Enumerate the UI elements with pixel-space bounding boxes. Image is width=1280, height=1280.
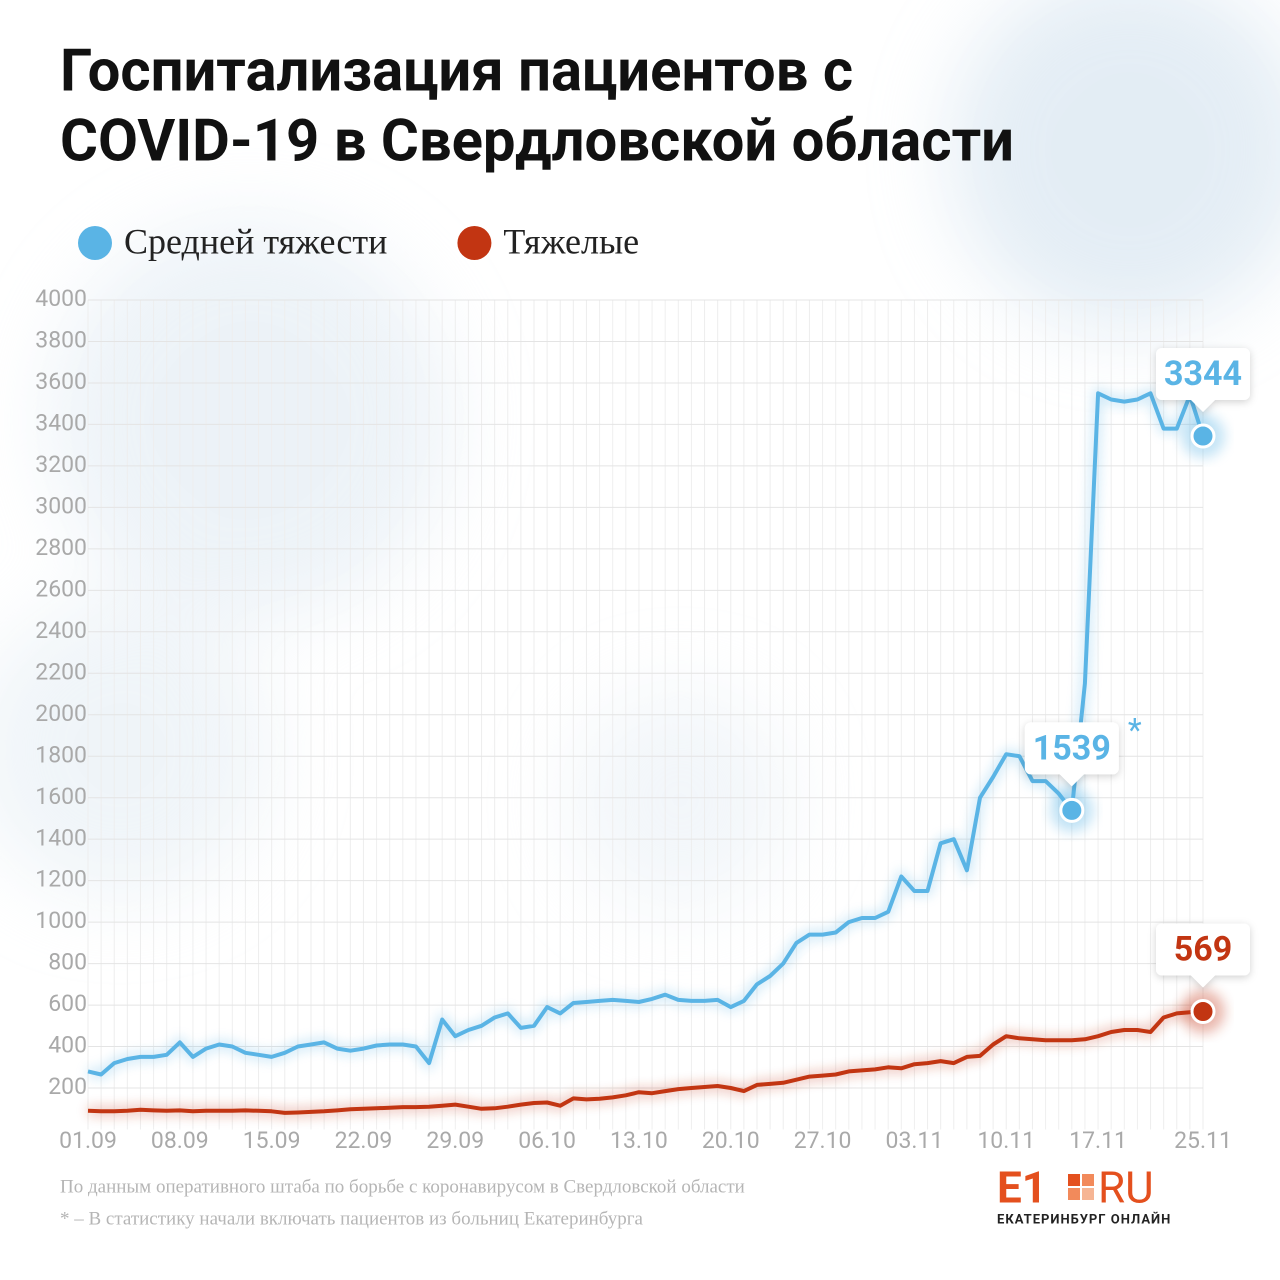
y-tick-label: 200 <box>48 1073 87 1100</box>
x-tick-label: 01.09 <box>59 1127 117 1154</box>
title-line: COVID-19 в Свердловской области <box>60 107 1014 175</box>
y-tick-label: 3600 <box>35 368 87 395</box>
x-tick-label: 29.09 <box>426 1127 484 1154</box>
x-tick-label: 27.10 <box>794 1127 852 1154</box>
y-tick-label: 3000 <box>35 492 87 519</box>
data-label: 1539 <box>1033 728 1111 768</box>
note: * – В статистику начали включать пациент… <box>60 1208 644 1229</box>
legend-swatch <box>78 226 112 260</box>
y-tick-label: 400 <box>48 1032 87 1059</box>
x-tick-label: 17.11 <box>1069 1127 1127 1154</box>
logo-block <box>1082 1188 1094 1200</box>
y-tick-label: 3400 <box>35 410 87 437</box>
x-tick-label: 13.10 <box>610 1127 668 1154</box>
point <box>1059 797 1085 823</box>
callout-box <box>1024 722 1119 787</box>
source: По данным оперативного штаба по борьбе с… <box>60 1176 745 1197</box>
x-tick-label: 25.11 <box>1174 1127 1232 1154</box>
logo-block <box>1068 1188 1080 1200</box>
y-tick-label: 1400 <box>35 824 87 851</box>
callout: 569 <box>1156 923 1250 988</box>
y-tick-label: 2000 <box>35 700 87 727</box>
footnote-marker: * <box>1128 711 1142 749</box>
y-tick-label: 1600 <box>35 783 87 810</box>
legend-label: Средней тяжести <box>124 221 387 261</box>
data-label: 569 <box>1174 929 1233 969</box>
x-tick-label: 20.10 <box>702 1127 760 1154</box>
data-label: 3344 <box>1164 354 1242 394</box>
line-glow <box>87 1007 1204 1117</box>
y-tick-label: 800 <box>48 949 87 976</box>
x-tick-label: 03.11 <box>886 1127 944 1154</box>
title-line: Госпитализация пациентов с <box>60 37 853 105</box>
y-tick-label: 1200 <box>35 866 87 893</box>
logo-main: E1 <box>997 1162 1047 1214</box>
x-tick-label: 08.09 <box>151 1127 209 1154</box>
y-tick-label: 3800 <box>35 327 87 354</box>
logo: E1 RU ЕКАТЕРИНБУРГ ОНЛАЙН <box>997 1162 1171 1228</box>
y-tick-label: 1000 <box>35 907 87 934</box>
callout-box <box>1156 923 1250 988</box>
callout: 3344 <box>1156 348 1250 413</box>
x-tick-label: 10.11 <box>977 1127 1035 1154</box>
y-tick-label: 4000 <box>35 285 87 312</box>
y-tick-label: 3200 <box>35 451 87 478</box>
logo-suffix: RU <box>1098 1162 1154 1214</box>
y-tick-label: 2400 <box>35 617 87 644</box>
y-tick-label: 1800 <box>35 741 87 768</box>
logo-block <box>1068 1174 1080 1186</box>
point <box>1190 999 1216 1025</box>
x-tick-label: 22.09 <box>335 1127 393 1154</box>
series-line <box>87 1009 1204 1115</box>
y-tick-label: 2600 <box>35 575 87 602</box>
series-line <box>87 391 1205 1077</box>
y-tick-label: 600 <box>48 990 87 1017</box>
x-tick-label: 15.09 <box>243 1127 301 1154</box>
plot: 200 400 600 800 1000 1200 1400 1600 1800 2000 2200… <box>35 221 1250 1154</box>
y-tick-label: 2200 <box>35 658 87 685</box>
logo-tagline: ЕКАТЕРИНБУРГ ОНЛАЙН <box>997 1211 1171 1227</box>
callout: 1539 * <box>1024 711 1142 787</box>
callout-box <box>1156 348 1250 413</box>
logo-block <box>1082 1174 1094 1186</box>
legend-swatch <box>457 226 492 260</box>
point <box>1190 423 1216 449</box>
x-tick-label: 06.10 <box>518 1127 576 1154</box>
y-tick-label: 2800 <box>35 534 87 561</box>
legend-label: Тяжелые <box>503 221 639 261</box>
